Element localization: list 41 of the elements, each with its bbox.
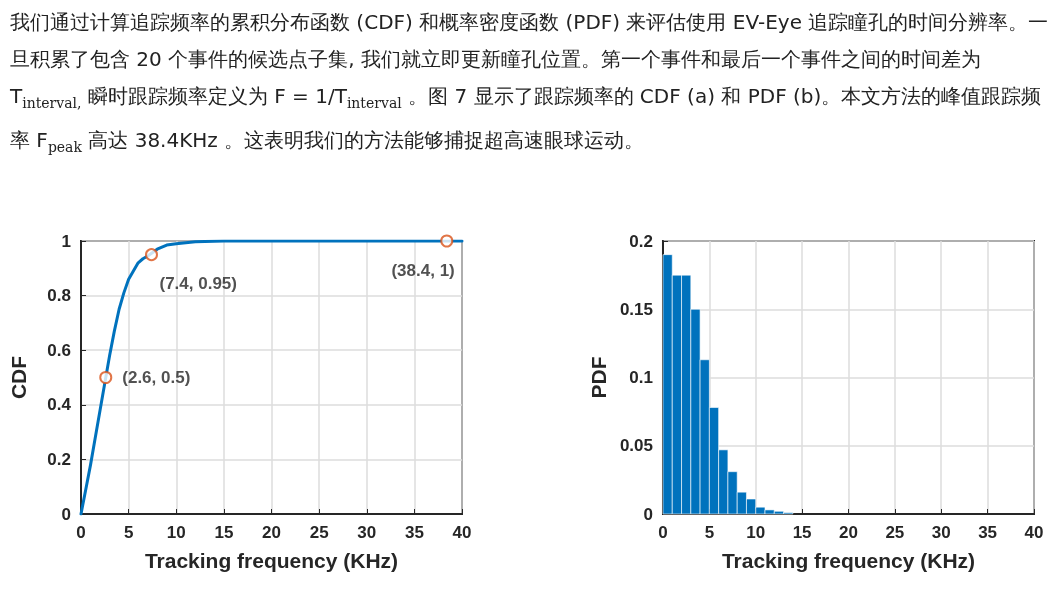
x-tick-label: 40: [1024, 523, 1044, 542]
x-axis-title: Tracking frequency (KHz): [721, 549, 976, 572]
y-tick-label: 0.8: [47, 286, 71, 306]
y-tick-label: 1: [61, 231, 71, 251]
x-tick-label: 35: [404, 523, 424, 542]
y-tick-label: 0.2: [47, 449, 71, 469]
y-tick-label: 0.4: [47, 395, 72, 415]
point: [145, 248, 158, 262]
x-tick-label: 5: [123, 523, 134, 542]
y-axis-title: PDF: [587, 356, 610, 399]
y-tick-label: 0.1: [629, 368, 653, 387]
x-tick-label: 25: [309, 523, 329, 542]
y-tick-label: 0.2: [629, 231, 653, 251]
y-tick-label: 0.6: [47, 340, 71, 360]
point: [440, 234, 454, 248]
data-label: (38.4, 1): [391, 260, 455, 280]
x-tick-label: 30: [931, 523, 951, 542]
x-tick-label: 30: [357, 523, 377, 542]
x-tick-label: 0: [76, 523, 86, 542]
y-tick-label: 0: [61, 504, 71, 524]
x-tick-label: 20: [839, 523, 858, 542]
line-series: [79, 239, 464, 516]
y-axis-title: CDF: [7, 355, 30, 400]
point: [99, 371, 113, 384]
data-label: (7.4, 0.95): [159, 274, 237, 294]
x-tick-label: 40: [452, 523, 472, 542]
text: 我们通过计算追踪频率的累积分布函数 (CDF) 和概率密度函数 (PDF) 来评估使用 EV-Eye 追踪瞳孔的时间分辨率。一旦积累了包含 20 个事件的候选点子集, 我们就立即更新瞳孔位置。第一个事件和最后一个事件之间的时间差为 T$_{interval,}$ 瞬时跟踪频率定义为 F = 1/T$_{interval}$ 。图 7 显示了跟踪频率的 CDF (a) 和 PDF (b)。本文方法的峰值跟踪频率 F$_{peak}$ 高达 38.4KHz 。这表明我们的方法能够捕捉超高速眼球运动。: [10, 10, 1049, 155]
x-tick-label: 5: [704, 523, 715, 542]
x-tick-label: 10: [746, 523, 766, 542]
y-tick-label: 0: [643, 504, 653, 524]
x-tick-label: 15: [792, 523, 812, 542]
data-label: (2.6, 0.5): [122, 368, 191, 387]
x-tick-label: 35: [978, 523, 998, 542]
y-tick-label: 0.15: [619, 299, 653, 319]
x-axis-title: Tracking frequency (KHz): [144, 549, 399, 572]
x-tick-label: 15: [214, 523, 234, 542]
x-tick-label: 0: [658, 523, 668, 542]
y-tick-label: 0.05: [619, 436, 653, 456]
x-tick-label: 20: [262, 523, 281, 542]
x-tick-label: 10: [166, 523, 186, 542]
x-tick-label: 25: [885, 523, 905, 542]
